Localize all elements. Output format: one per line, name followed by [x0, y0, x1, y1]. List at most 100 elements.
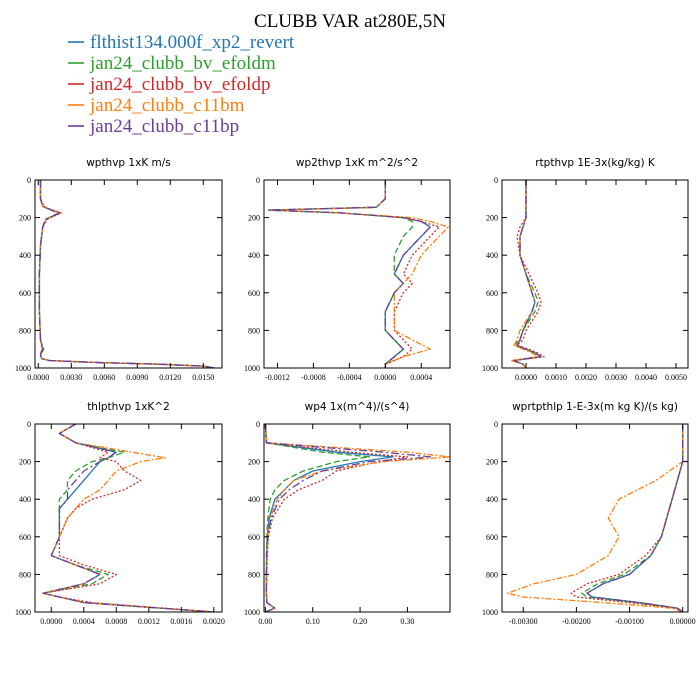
x-tick-label: -0.00300 — [509, 617, 538, 626]
legend-label: jan24_clubb_c11bp — [89, 116, 239, 137]
plot-frame — [501, 423, 689, 613]
x-tick-label: 0.30 — [400, 617, 414, 626]
x-tick-label: 0.10 — [306, 617, 320, 626]
series-line — [586, 424, 684, 612]
series-line — [42, 424, 214, 612]
panel-title: thlpthvp 1xK^2 — [87, 401, 170, 413]
y-tick-label: 400 — [248, 251, 260, 260]
x-tick-label: 0.00000 — [670, 617, 696, 626]
x-tick-label: 0.0050 — [665, 373, 687, 382]
legend-item: flthist134.000f_xp2_revert — [68, 32, 295, 53]
y-tick-label: 600 — [248, 533, 260, 542]
x-tick-label: 0.0020 — [203, 617, 225, 626]
series-line — [513, 180, 545, 368]
y-tick-label: 800 — [486, 570, 498, 579]
series-group — [267, 180, 449, 368]
series-group — [506, 424, 684, 612]
series-line — [38, 180, 215, 368]
series-line — [42, 424, 214, 612]
legend-label: jan24_clubb_bv_efoldp — [89, 74, 270, 95]
x-tick-label: 0.0004 — [410, 373, 432, 382]
y-tick-label: 800 — [248, 570, 260, 579]
x-tick-label: 0.0016 — [170, 617, 192, 626]
x-tick-label: 0.0010 — [545, 373, 567, 382]
figure-title: CLUBB VAR at280E,5N — [254, 11, 446, 32]
x-tick-label: 0.0040 — [635, 373, 657, 382]
x-tick-label: -0.00200 — [562, 617, 591, 626]
x-tick-label: 0.0090 — [126, 373, 148, 382]
series-line — [586, 424, 684, 612]
series-group — [42, 424, 214, 612]
y-tick-label: 200 — [248, 214, 260, 223]
y-tick-label: 1000 — [15, 364, 31, 373]
y-tick-label: 1000 — [15, 608, 31, 617]
x-tick-label: 0.0012 — [138, 617, 160, 626]
y-tick-label: 1000 — [482, 364, 498, 373]
x-tick-label: -0.0004 — [337, 373, 362, 382]
x-tick-label: 0.00 — [258, 617, 272, 626]
chart-panel: thlpthvp 1xK^2 0 200 400 600 800 1000 0.0000 0.0… — [15, 401, 225, 626]
series-line — [38, 180, 215, 368]
x-tick-label: -0.0012 — [265, 373, 290, 382]
series-line — [38, 180, 215, 368]
x-tick-label: -0.00100 — [615, 617, 644, 626]
x-tick-label: 0.0000 — [374, 373, 396, 382]
series-line — [570, 424, 684, 612]
y-tick-label: 0 — [494, 176, 498, 185]
chart-panel: wprtpthlp 1-E-3x(m kg K)/(s kg) 0 200 400 60… — [482, 401, 696, 626]
y-tick-label: 400 — [19, 495, 31, 504]
series-line — [264, 424, 450, 612]
series-line — [42, 424, 214, 612]
panel-title: wp2thvp 1xK m^2/s^2 — [296, 157, 418, 169]
legend-label: jan24_clubb_c11bm — [89, 95, 245, 116]
panel-title: rtpthvp 1E-3x(kg/kg) K — [535, 157, 656, 169]
x-tick-label: 0.0030 — [60, 373, 82, 382]
x-tick-label: 0.0008 — [105, 617, 127, 626]
x-tick-label: 0.0000 — [515, 373, 537, 382]
y-tick-label: 0 — [27, 176, 31, 185]
series-line — [38, 180, 215, 368]
series-line — [264, 424, 432, 612]
chart-panel: rtpthvp 1E-3x(kg/kg) K 0 200 400 600 800 1000 0… — [482, 157, 689, 382]
plot-frame — [34, 179, 223, 369]
y-tick-label: 800 — [19, 326, 31, 335]
y-tick-label: 400 — [486, 495, 498, 504]
y-tick-label: 0 — [494, 420, 498, 429]
series-group — [510, 180, 545, 368]
legend-item: jan24_clubb_c11bm — [68, 95, 245, 116]
x-tick-label: 0.0060 — [93, 373, 115, 382]
y-tick-label: 1000 — [244, 364, 260, 373]
y-tick-label: 400 — [486, 251, 498, 260]
series-group — [38, 180, 215, 368]
x-tick-label: 0.0150 — [192, 373, 214, 382]
y-tick-label: 600 — [486, 289, 498, 298]
series-line — [513, 180, 542, 368]
y-tick-label: 200 — [19, 214, 31, 223]
y-tick-label: 600 — [19, 289, 31, 298]
plot-frame — [34, 423, 223, 613]
x-tick-label: 0.0020 — [575, 373, 597, 382]
y-tick-label: 1000 — [482, 608, 498, 617]
panel-title: wpthvp 1xK m/s — [86, 157, 171, 169]
y-tick-label: 600 — [19, 533, 31, 542]
y-tick-label: 0 — [256, 176, 260, 185]
x-tick-label: 0.0000 — [27, 373, 49, 382]
series-line — [42, 424, 214, 612]
series-line — [264, 424, 371, 612]
chart-panel: wp2thvp 1xK m^2/s^2 0 200 400 600 800 1000 -0.0… — [244, 157, 451, 382]
y-tick-label: 600 — [486, 533, 498, 542]
y-tick-label: 0 — [256, 420, 260, 429]
y-tick-label: 200 — [486, 458, 498, 467]
x-tick-label: 0.0004 — [73, 617, 95, 626]
series-line — [267, 180, 440, 368]
plot-frame — [501, 179, 689, 369]
plot-frame — [263, 179, 451, 369]
x-tick-label: 0.0000 — [40, 617, 62, 626]
legend-item: jan24_clubb_bv_efoldp — [68, 74, 270, 95]
series-line — [513, 180, 542, 368]
y-tick-label: 800 — [248, 326, 260, 335]
